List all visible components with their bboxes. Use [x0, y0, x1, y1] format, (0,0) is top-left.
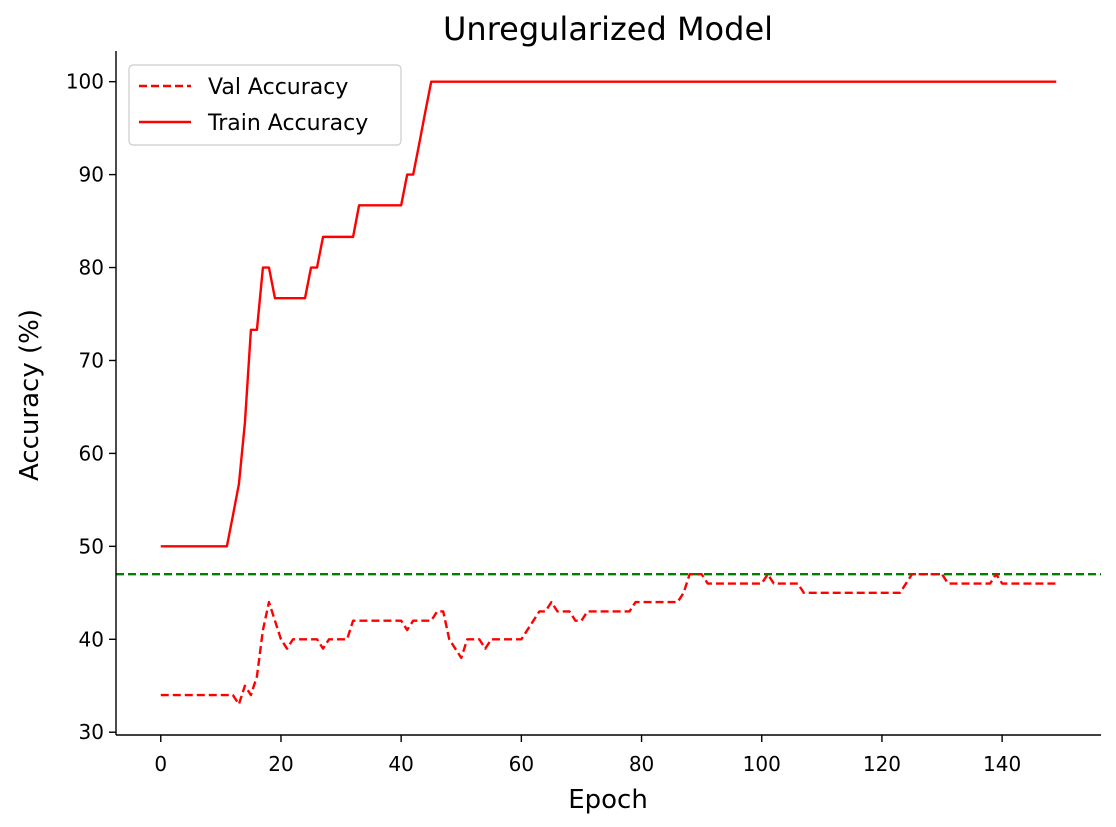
x-tick-label: 120 [863, 752, 901, 776]
legend-label-val-accuracy: Val Accuracy [208, 75, 348, 100]
y-tick-label: 30 [79, 720, 104, 744]
y-tick-label: 60 [79, 441, 104, 465]
legend-frame [128, 64, 402, 146]
x-tick-label: 60 [509, 752, 534, 776]
y-tick-label: 50 [79, 534, 104, 558]
y-tick-label: 90 [79, 163, 104, 187]
legend-label-train-accuracy: Train Accuracy [207, 111, 368, 136]
x-tick-label: 100 [743, 752, 781, 776]
x-tick-label: 140 [983, 752, 1021, 776]
series-line-val-accuracy [160, 573, 1057, 706]
x-tick-label: 40 [388, 752, 413, 776]
series-line-train-accuracy [160, 80, 1057, 548]
y-axis-label: Accuracy (%) [15, 309, 45, 481]
x-axis-label: Epoch [568, 785, 648, 815]
y-tick-label: 70 [79, 348, 104, 372]
y-tick-label: 100 [66, 70, 104, 94]
y-tick-label: 40 [79, 627, 104, 651]
x-tick-label: 0 [154, 752, 167, 776]
plot-area [116, 80, 1101, 706]
x-tick-label: 20 [268, 752, 293, 776]
chart-title: Unregularized Model [443, 10, 773, 48]
x-tick-label: 80 [629, 752, 654, 776]
legend: Val Accuracy Train Accuracy [128, 64, 402, 146]
y-tick-label: 80 [79, 256, 104, 280]
x-axis-ticks: 0 20 40 60 80 100 120 140 [154, 735, 1021, 776]
y-axis-ticks: 30 40 50 60 70 80 90 100 [66, 70, 116, 744]
